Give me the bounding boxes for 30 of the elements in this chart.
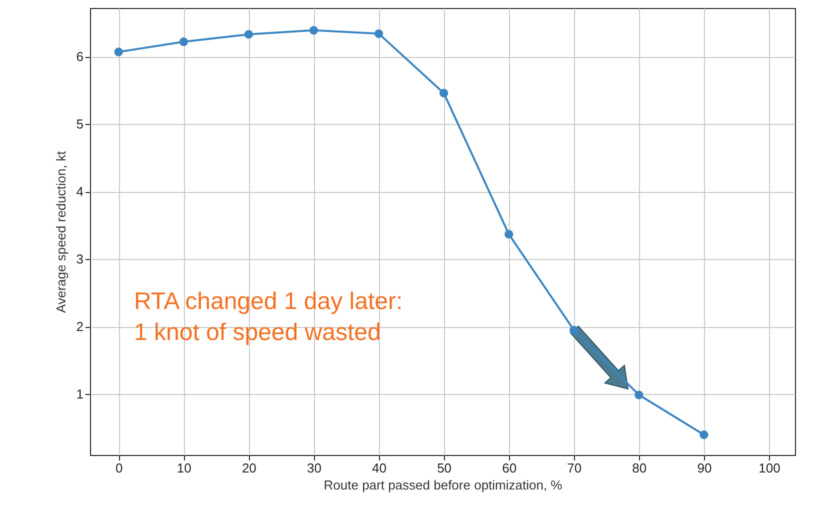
annotation: RTA changed 1 day later: 1 knot of speed wasted [134, 288, 403, 346]
x-axis-title: Route part passed before optimization, % [324, 478, 563, 492]
y-tick-label: 6 [76, 49, 84, 64]
x-tick-label: 30 [306, 460, 322, 476]
y-tick-label: 1 [76, 386, 84, 402]
x-tick-label: 40 [372, 460, 386, 476]
point [700, 430, 708, 440]
x-tick-label: 70 [567, 460, 582, 476]
y-tick-label: 3 [76, 252, 84, 267]
point [309, 26, 318, 35]
point [570, 326, 578, 334]
x-tick-label: 60 [502, 460, 517, 476]
y-tick-label: 4 [76, 184, 84, 200]
point [244, 30, 254, 39]
point [179, 37, 188, 46]
point [439, 88, 448, 98]
y-axis-title: Average speed reduction, kt [53, 150, 68, 313]
point [374, 29, 384, 38]
x-tick-label: 10 [176, 460, 192, 476]
x-tick-label: 100 [758, 460, 780, 476]
y-tick-label: 5 [76, 116, 84, 132]
x-tick-label: 20 [242, 460, 256, 476]
x-tick-label: 90 [697, 460, 712, 476]
x-tick-label: 50 [437, 460, 452, 476]
point [634, 390, 644, 400]
x-tick-label: 80 [632, 460, 647, 476]
point [114, 48, 123, 56]
y-tick-label: 2 [76, 319, 84, 334]
x-tick-label: 0 [116, 460, 123, 476]
point [504, 230, 514, 239]
